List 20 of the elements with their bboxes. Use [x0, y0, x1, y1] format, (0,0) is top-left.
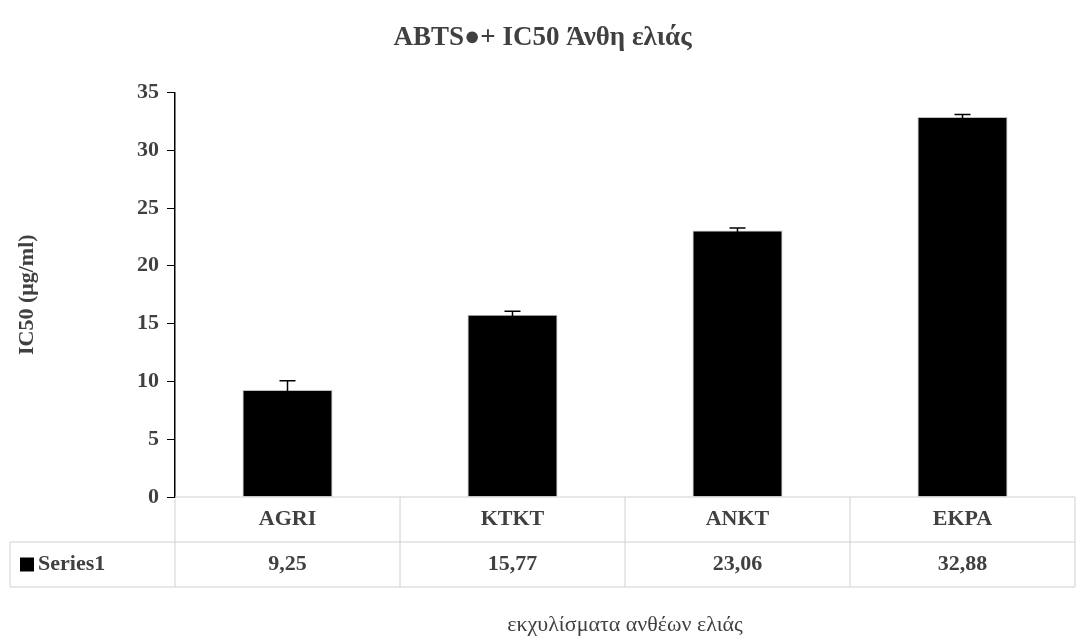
y-axis-title: IC50 (μg/ml) [12, 234, 38, 356]
y-tick-label: 25 [137, 193, 159, 219]
data-label: 15,77 [487, 550, 538, 576]
y-tick-label: 10 [137, 367, 159, 393]
x-axis-title: εκχυλίσματα ανθέων ελιάς [507, 610, 744, 636]
legend-label: Series1 [38, 550, 106, 576]
y-tick-label: 5 [148, 424, 159, 450]
y-tick-label: 20 [137, 251, 159, 277]
y-tick-label: 15 [137, 309, 159, 335]
y-tick-label: 30 [137, 135, 159, 161]
data-label: 9,25 [268, 550, 307, 576]
data-label: 23,06 [712, 550, 763, 576]
y-tick-label: 0 [148, 482, 159, 508]
x-tick-label: ANKT [705, 505, 770, 531]
x-tick-label: KTKT [480, 505, 545, 531]
y-tick-label: 35 [137, 78, 159, 104]
chart-title: ABTS●+ IC50 Άνθη ελιάς [393, 21, 693, 52]
x-tick-label: EKPA [932, 505, 993, 531]
data-label: 32,88 [937, 550, 988, 576]
x-tick-label: AGRI [258, 505, 317, 531]
